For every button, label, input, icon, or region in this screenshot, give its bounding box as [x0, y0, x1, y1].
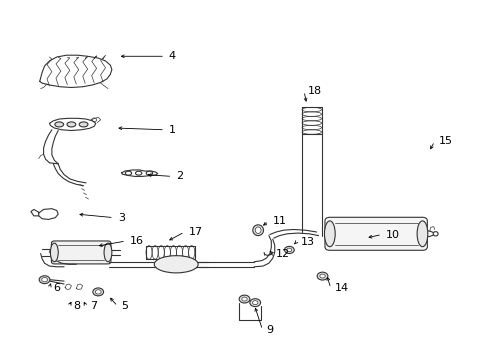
Text: 4: 4	[168, 51, 176, 61]
Ellipse shape	[95, 290, 101, 294]
Ellipse shape	[324, 221, 334, 247]
Text: 6: 6	[53, 283, 60, 293]
Ellipse shape	[416, 221, 427, 247]
Ellipse shape	[284, 246, 294, 253]
Ellipse shape	[67, 122, 76, 127]
Text: 7: 7	[90, 301, 97, 311]
Text: 11: 11	[272, 216, 286, 226]
Text: 5: 5	[122, 301, 128, 311]
Text: 13: 13	[300, 237, 314, 247]
FancyBboxPatch shape	[325, 217, 427, 250]
Text: 16: 16	[130, 236, 143, 246]
Ellipse shape	[286, 248, 291, 252]
Ellipse shape	[55, 122, 63, 127]
Text: 17: 17	[188, 227, 202, 237]
Ellipse shape	[249, 299, 260, 307]
Ellipse shape	[154, 256, 198, 273]
Text: 12: 12	[276, 248, 290, 258]
Ellipse shape	[239, 295, 249, 303]
Ellipse shape	[242, 297, 246, 301]
Text: 9: 9	[266, 325, 273, 335]
Ellipse shape	[317, 272, 327, 280]
Text: 14: 14	[334, 283, 348, 293]
Text: 1: 1	[168, 125, 176, 135]
Ellipse shape	[50, 243, 58, 262]
Ellipse shape	[93, 288, 103, 296]
Ellipse shape	[41, 278, 47, 282]
Ellipse shape	[135, 171, 142, 175]
Ellipse shape	[255, 227, 261, 233]
Text: 8: 8	[73, 301, 80, 311]
Text: 2: 2	[176, 171, 183, 181]
Ellipse shape	[146, 171, 152, 175]
Text: 10: 10	[385, 230, 399, 239]
FancyBboxPatch shape	[51, 241, 111, 264]
Ellipse shape	[252, 225, 263, 235]
Text: 3: 3	[118, 213, 124, 222]
Ellipse shape	[104, 243, 112, 262]
Ellipse shape	[39, 276, 50, 284]
Ellipse shape	[319, 274, 325, 278]
Text: 15: 15	[438, 136, 451, 146]
Ellipse shape	[79, 122, 88, 127]
Text: 18: 18	[307, 86, 322, 96]
Ellipse shape	[252, 301, 257, 305]
Ellipse shape	[125, 171, 131, 175]
Ellipse shape	[432, 231, 437, 236]
